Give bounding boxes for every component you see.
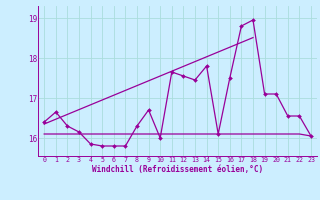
X-axis label: Windchill (Refroidissement éolien,°C): Windchill (Refroidissement éolien,°C) bbox=[92, 165, 263, 174]
